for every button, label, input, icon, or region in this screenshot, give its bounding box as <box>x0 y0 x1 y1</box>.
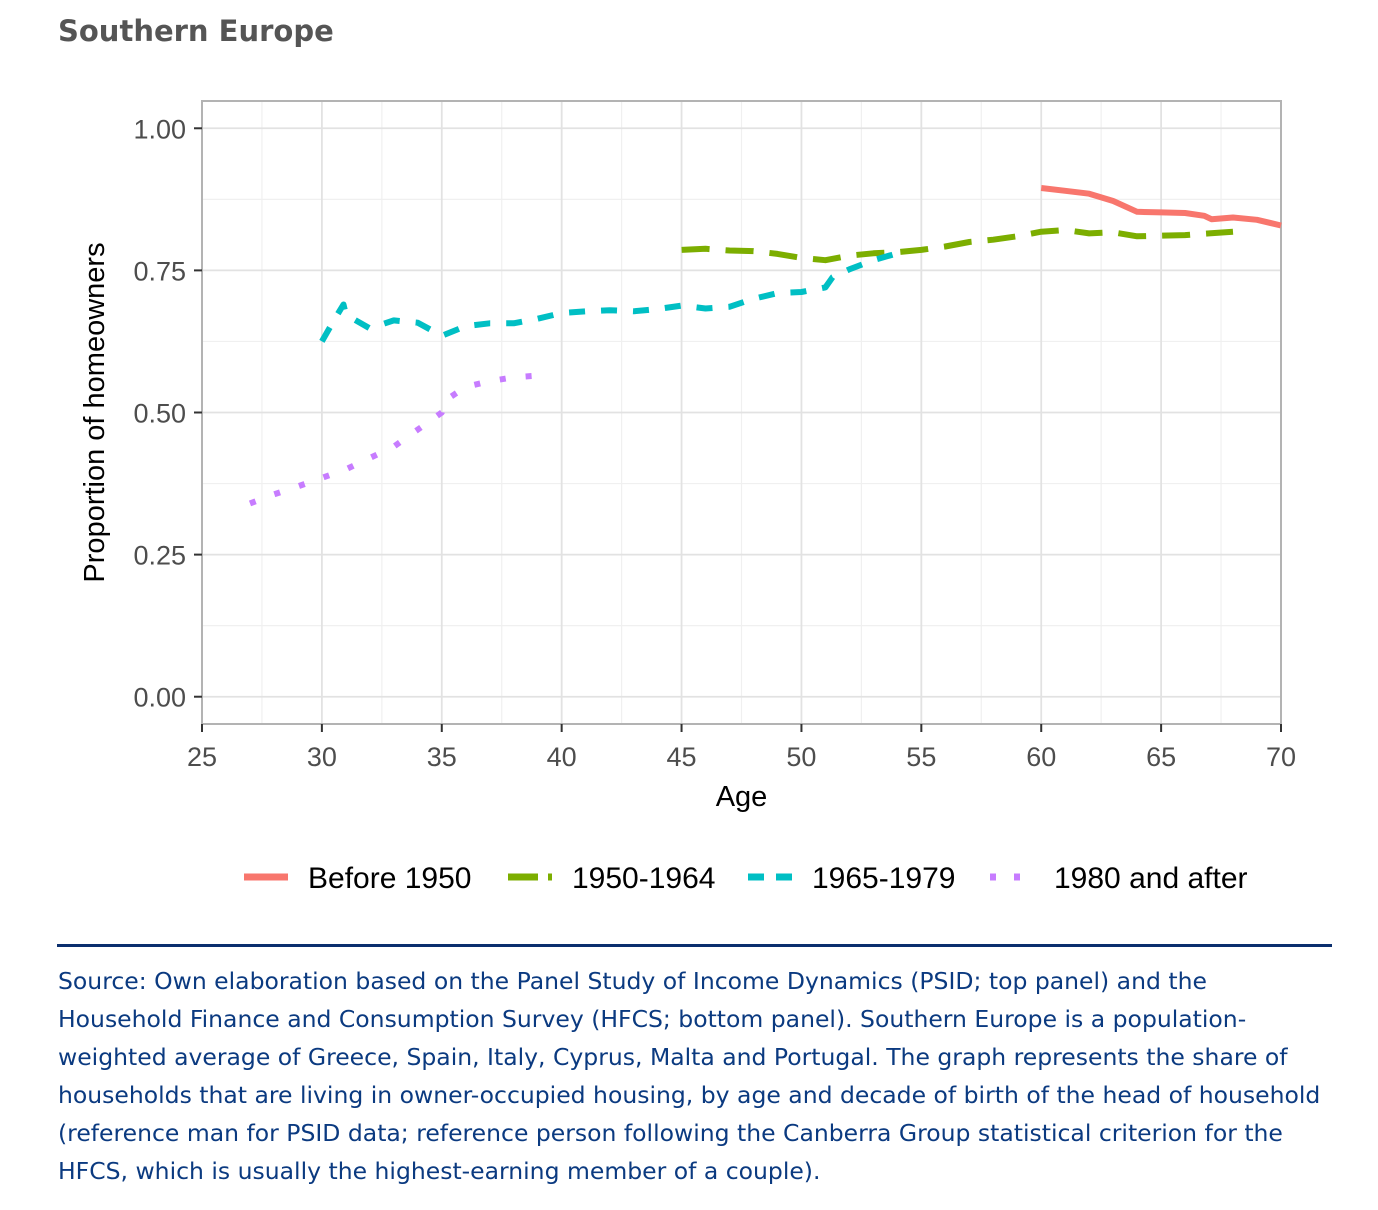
chart-series <box>248 185 1282 507</box>
y-axis: 0.00 0.25 0.50 0.75 1.00 <box>133 114 202 713</box>
chart-grid <box>201 101 1282 724</box>
line-chart: 25 30 35 40 45 50 55 60 65 70 0.00 0.25 0.50 0.75 1.0… <box>79 100 1296 895</box>
y-tick-label: 0.75 <box>133 256 186 286</box>
figure-caption: Source: Own elaboration based on the Pan… <box>58 967 1321 1185</box>
x-tick-label: 50 <box>786 742 816 772</box>
series-line <box>681 227 1234 264</box>
x-tick-label: 45 <box>667 742 697 772</box>
series-line <box>248 372 538 507</box>
x-tick-label: 30 <box>307 742 337 772</box>
x-tick-label: 25 <box>187 742 217 772</box>
legend-label: 1950-1964 <box>572 862 715 895</box>
x-tick-label: 40 <box>547 742 577 772</box>
x-axis: 25 30 35 40 45 50 55 60 65 70 <box>187 724 1296 772</box>
series-line <box>319 250 899 343</box>
x-tick-label: 65 <box>1146 742 1176 772</box>
y-tick-label: 1.00 <box>133 114 186 144</box>
y-tick-label: 0.50 <box>133 399 186 429</box>
legend-label: 1980 and after <box>1054 862 1248 895</box>
x-tick-label: 55 <box>906 742 936 772</box>
chart-legend: Before 1950 1950-1964 1965-1979 1980 and af… <box>244 862 1248 895</box>
caption-divider <box>57 944 1332 947</box>
y-tick-label: 0.25 <box>133 541 186 571</box>
y-axis-label: Proportion of homeowners <box>79 242 111 582</box>
legend-label: Before 1950 <box>308 862 471 895</box>
x-tick-label: 35 <box>427 742 457 772</box>
y-tick-label: 0.00 <box>133 683 186 713</box>
series-line <box>1040 185 1282 229</box>
x-tick-label: 60 <box>1026 742 1056 772</box>
x-tick-label: 70 <box>1266 742 1296 772</box>
legend-label: 1965-1979 <box>812 862 955 895</box>
x-axis-label: Age <box>716 781 768 813</box>
page-title: Southern Europe <box>58 14 334 48</box>
